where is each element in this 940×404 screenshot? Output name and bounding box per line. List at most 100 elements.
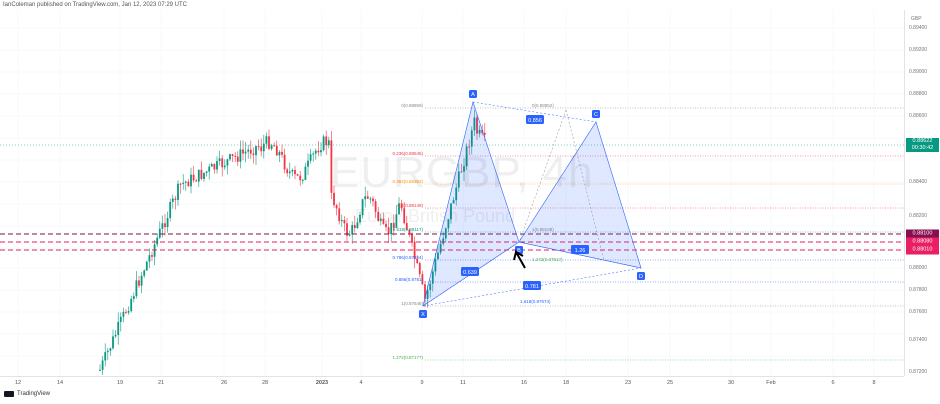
candle-body — [270, 145, 273, 149]
candle-body — [119, 316, 122, 322]
candle-body — [281, 151, 283, 155]
chart-plot-area[interactable]: 0(0.88859) 0.236(0.88545) 0.382(0.88352) 0.… — [0, 10, 904, 376]
candle-body — [234, 155, 237, 157]
candle-body — [359, 214, 361, 223]
time-label: 16 — [520, 380, 528, 386]
candle-body — [481, 129, 484, 133]
pattern-ratio-label: 0.856 — [528, 118, 542, 124]
candle-body — [184, 181, 187, 183]
candle-body — [171, 198, 174, 202]
candle-body — [390, 222, 393, 235]
candle-body — [278, 151, 281, 156]
candle-body — [483, 132, 486, 135]
candle-body — [455, 187, 458, 201]
time-label: 21 — [157, 380, 165, 386]
time-label: 25 — [666, 380, 674, 386]
candle-body — [385, 223, 387, 228]
candle-body — [294, 170, 296, 175]
candle-body — [203, 172, 205, 179]
candle-body — [314, 150, 317, 154]
candle-body — [431, 271, 434, 284]
candle-body — [444, 228, 447, 239]
time-label: 9 — [420, 380, 424, 386]
price-label: 0.88400 — [909, 179, 928, 185]
candle-body — [127, 311, 130, 313]
candle-body — [301, 179, 304, 181]
candle-body — [208, 166, 211, 172]
time-label: 8 — [872, 380, 876, 386]
candle-body — [312, 153, 315, 155]
pattern-ratio-label: 0.639 — [463, 270, 477, 276]
candle-body — [457, 171, 460, 188]
symbol-watermark: EURGBP, 4h — [330, 148, 594, 197]
candle-body — [275, 145, 278, 156]
candle-body — [320, 150, 322, 153]
price-label: 0.88200 — [909, 213, 928, 219]
price-label: 0.89200 — [909, 47, 928, 53]
fib-level-label: 0.886(0.8781) — [395, 277, 424, 282]
candle-body — [148, 255, 151, 262]
candle-body — [361, 199, 364, 215]
candle-body — [236, 156, 239, 162]
time-label: 18 — [562, 380, 570, 386]
candle-body — [218, 158, 221, 162]
pattern-point-badge — [592, 110, 600, 118]
candle-body — [197, 169, 200, 182]
fib-level-label: 1.272(0.87177) — [392, 355, 423, 360]
candle-body — [132, 296, 135, 299]
pattern-diagonal — [518, 241, 642, 269]
price-axis[interactable]: GBP 0.89400 0.89200 0.89000 0.88800 0.88… — [904, 10, 940, 376]
fib-extension-label: 1.618(0.87674) — [520, 299, 551, 304]
time-label: 2023 — [315, 380, 329, 386]
price-label: 0.87800 — [909, 287, 928, 293]
currency-label: GBP — [911, 16, 922, 22]
time-axis[interactable]: 12 14 19 21 26 28 2023 4 9 11 16 18 23 2… — [0, 376, 904, 391]
candle-body — [416, 258, 419, 264]
candle-body — [398, 203, 400, 215]
candle-body — [122, 311, 125, 317]
pattern-point-label: X — [421, 312, 425, 318]
pattern-ratio-badge — [571, 245, 589, 254]
candle-body — [426, 290, 429, 299]
bcd-triangle — [518, 121, 642, 269]
fib-extension-label: 1(0.88108) — [532, 227, 554, 232]
price-label: 0.87400 — [909, 337, 928, 343]
candle-body — [195, 180, 198, 182]
candle-body — [260, 146, 263, 152]
candle-body — [450, 203, 452, 220]
time-label: Feb — [766, 380, 776, 386]
candle-body — [421, 274, 424, 285]
candle-body — [205, 171, 208, 173]
candle-body — [182, 182, 185, 184]
candle-body — [335, 205, 338, 209]
time-label: 26 — [220, 380, 228, 386]
candle-body — [135, 280, 138, 297]
chart-canvas[interactable]: 0(0.88859) 0.236(0.88545) 0.382(0.88352) 0.… — [0, 10, 904, 376]
candle-body — [470, 130, 473, 147]
candle-body — [356, 222, 359, 229]
price-tag-level: 0.88100 — [906, 229, 939, 239]
candle-body — [395, 214, 398, 228]
candle-body — [104, 352, 107, 361]
candle-body — [460, 171, 463, 173]
pattern-diagonal — [472, 101, 597, 123]
candle-body — [255, 146, 257, 156]
fib-level-label: 0.236(0.88545) — [392, 151, 423, 156]
time-label: 23 — [624, 380, 632, 386]
fib-extension-label: 1.272(0.87917) — [532, 257, 563, 262]
candle-body — [130, 298, 133, 312]
candle-body — [156, 237, 159, 245]
candle-body — [400, 203, 403, 209]
candle-body — [309, 154, 312, 161]
time-label: 30 — [727, 380, 735, 386]
time-label: 14 — [56, 380, 64, 386]
candle-body — [106, 350, 109, 353]
time-label: 6 — [831, 380, 835, 386]
candle-body — [177, 183, 179, 200]
candle-body — [158, 228, 161, 238]
candle-body — [478, 129, 481, 134]
candle-body — [252, 153, 255, 156]
candle-body — [216, 161, 218, 170]
candle-body — [161, 223, 164, 229]
candle-body — [221, 158, 224, 168]
